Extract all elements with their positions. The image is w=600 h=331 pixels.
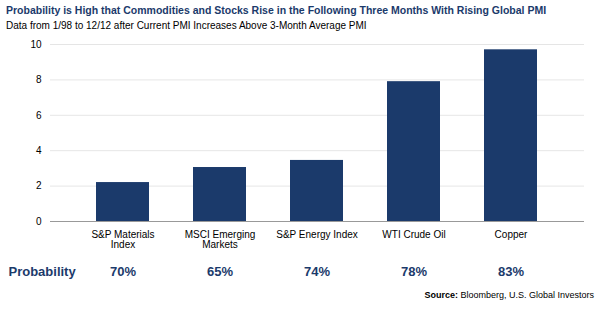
svg-text:83%: 83% [498, 264, 524, 279]
svg-text:70%: 70% [110, 264, 136, 279]
svg-text:S&P MaterialsIndex: S&P MaterialsIndex [91, 229, 154, 250]
svg-text:4: 4 [36, 145, 42, 156]
svg-text:Probability: Probability [9, 264, 77, 279]
svg-text:Copper: Copper [495, 229, 528, 240]
svg-text:78%: 78% [401, 264, 427, 279]
svg-text:8: 8 [36, 74, 42, 85]
svg-text:S&P Energy Index: S&P Energy Index [276, 229, 358, 240]
html-text:Source: Bloomberg, U.S. Global: Source: Bloomberg, U.S. Global Investors [424, 290, 594, 300]
svg-text:6: 6 [36, 110, 42, 121]
svg-text:WTI Crude Oil: WTI Crude Oil [382, 229, 445, 240]
svg-text:74%: 74% [304, 264, 330, 279]
svg-text:2: 2 [36, 180, 42, 191]
html-text:Data from 1/98 to 12/12 after: Data from 1/98 to 12/12 after Current PM… [6, 20, 367, 31]
svg-text:10: 10 [30, 39, 42, 50]
svg-text:MSCI EmergingMarkets: MSCI EmergingMarkets [185, 229, 256, 250]
svg-text:0: 0 [36, 216, 42, 227]
svg-text:65%: 65% [207, 264, 233, 279]
html-text:Probability is High that Commo: Probability is High that Commodities and… [6, 4, 547, 16]
